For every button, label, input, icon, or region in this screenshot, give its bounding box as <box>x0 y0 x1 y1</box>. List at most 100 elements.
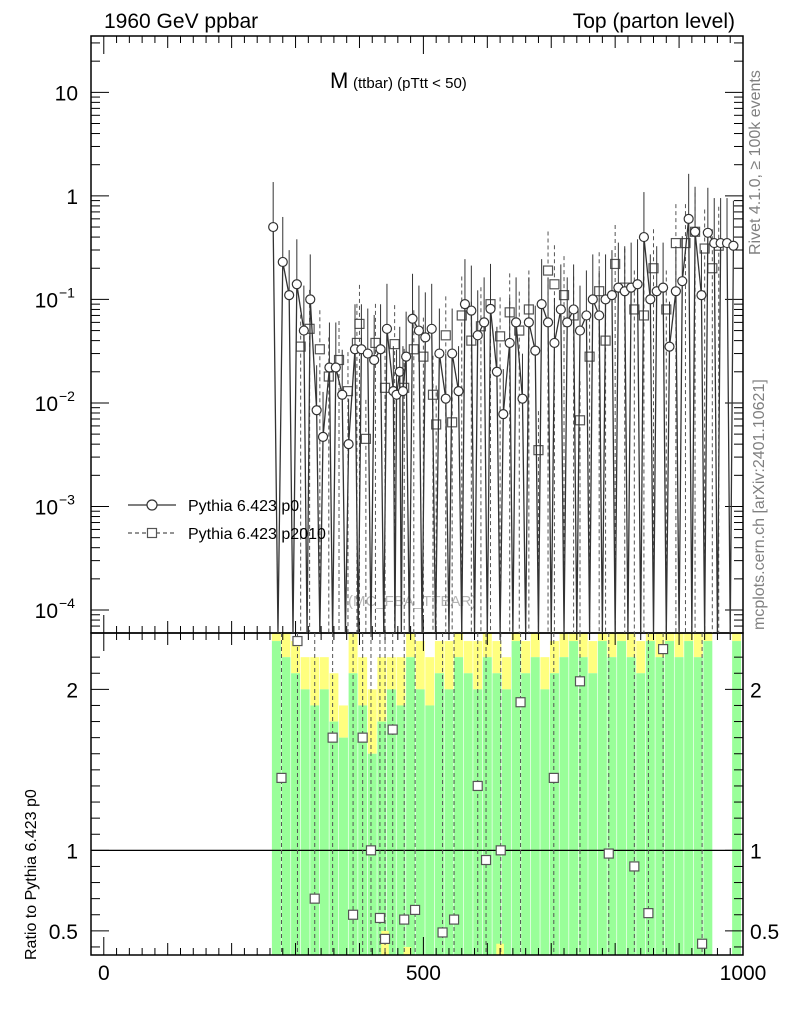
ratio-band-yellow <box>367 689 377 754</box>
ratio-band-yellow <box>511 633 521 642</box>
p2010-point <box>370 337 381 349</box>
p2010-point <box>661 304 672 315</box>
ratio-band-green <box>281 657 291 955</box>
p0-point <box>413 325 425 336</box>
p0-point <box>479 317 490 328</box>
ratio-point <box>603 848 614 859</box>
header-right: Top (parton level) <box>573 10 735 33</box>
p2010-point <box>542 265 554 276</box>
p0-point <box>381 323 393 334</box>
ratio-tick-label-right: 2 <box>750 679 762 702</box>
p0-point <box>369 354 380 366</box>
ratio-band-green <box>559 657 569 955</box>
ratio-band-yellow <box>434 641 444 674</box>
p0-point <box>459 299 471 310</box>
mcplots-label: mcplots.cern.ch [arXiv:2401.10621] <box>751 379 768 630</box>
ratio-point <box>327 732 338 743</box>
y-tick-exponent: −3 <box>59 491 75 507</box>
p0-point <box>277 256 288 268</box>
ratio-band-green <box>291 673 301 955</box>
x-tick-label: 500 <box>406 962 441 985</box>
ratio-tick-label-right: 1 <box>750 840 762 863</box>
p2010-point <box>389 339 400 350</box>
p0-point <box>523 317 534 328</box>
ratio-band-green <box>636 673 646 955</box>
p0-point <box>530 345 541 356</box>
ratio-band-green <box>732 641 742 955</box>
p0-point <box>689 226 701 237</box>
p0-point <box>420 332 431 343</box>
x-tick-label: 1000 <box>720 962 767 985</box>
p0-point <box>343 439 354 450</box>
ratio-band-green <box>406 657 416 955</box>
p0-point <box>291 279 302 290</box>
ratio-band-green <box>588 673 598 955</box>
ratio-band-yellow <box>636 641 646 674</box>
watermark: (MC_FBA_TTBAR) <box>348 593 476 610</box>
ratio-point <box>448 914 460 925</box>
ratio-point <box>276 772 287 784</box>
p0-point <box>305 294 316 305</box>
p0-point <box>542 317 554 328</box>
ratio-band-yellow <box>492 641 502 674</box>
ratio-band-green <box>655 657 665 955</box>
ratio-tick-label-right: 0.5 <box>750 921 779 944</box>
ratio-band-yellow <box>645 633 655 642</box>
ratio-band-green <box>482 657 492 955</box>
ratio-band-yellow <box>454 633 464 658</box>
ratio-band-green <box>463 673 473 955</box>
ratio-band-green <box>386 689 396 955</box>
p2010-point <box>707 263 718 274</box>
ratio-band-green <box>434 673 444 955</box>
y-tick-label: 10 <box>35 600 58 623</box>
p2010-point <box>354 318 365 330</box>
p0-point <box>504 337 515 349</box>
ratio-band-yellow <box>549 641 559 674</box>
ratio-band-yellow <box>617 633 627 642</box>
p0-point <box>664 341 675 352</box>
ratio-band-green <box>549 673 559 955</box>
legend-label-p2010: Pythia 6.423 p2010 <box>188 526 326 543</box>
ratio-point <box>409 904 421 916</box>
ratio-band-green <box>540 689 550 955</box>
p2010-point <box>440 330 451 341</box>
p2010-point <box>549 279 560 290</box>
p2010-point <box>456 310 467 321</box>
ratio-band-yellow <box>607 633 617 658</box>
ratio-band-yellow <box>578 633 588 658</box>
ratio-band-green <box>530 657 540 955</box>
ratio-point <box>374 912 386 924</box>
ratio-tick-label: 1 <box>66 840 78 863</box>
p0-point <box>447 348 458 359</box>
ratio-point <box>472 780 483 792</box>
p0-point <box>362 348 373 359</box>
p0-point <box>394 366 405 377</box>
ratio-band-green <box>396 705 406 955</box>
p0-point <box>594 310 605 321</box>
rivet-label: Rivet 4.1.0, ≥ 100k events <box>747 70 764 255</box>
ratio-band-yellow <box>588 641 598 674</box>
ratio-tick-label: 2 <box>66 679 78 702</box>
ratio-band-yellow <box>300 657 310 690</box>
p0-point <box>683 213 694 224</box>
ratio-band-green <box>271 641 281 955</box>
ratio-band-yellow <box>473 641 483 690</box>
legend-marker-circle <box>146 499 158 511</box>
ratio-band-green <box>348 673 358 955</box>
ratio-band-green <box>319 689 329 955</box>
p0-point <box>677 276 688 287</box>
ratio-band-green <box>377 721 387 955</box>
ratio-band-yellow <box>521 641 531 674</box>
p0-point <box>298 325 309 336</box>
ratio-band-yellow <box>684 633 694 642</box>
p0-point <box>568 304 579 315</box>
p0-point <box>606 290 618 301</box>
p2010-point <box>574 415 586 426</box>
legend: Pythia 6.423 p0 Pythia 6.423 p2010 <box>128 498 326 543</box>
ratio-band-yellow <box>693 633 703 658</box>
ratio-point <box>657 643 669 655</box>
p2010-point <box>447 417 458 428</box>
ratio-band-yellow <box>674 633 684 658</box>
p0-point <box>510 317 522 328</box>
p0-point <box>330 362 341 373</box>
